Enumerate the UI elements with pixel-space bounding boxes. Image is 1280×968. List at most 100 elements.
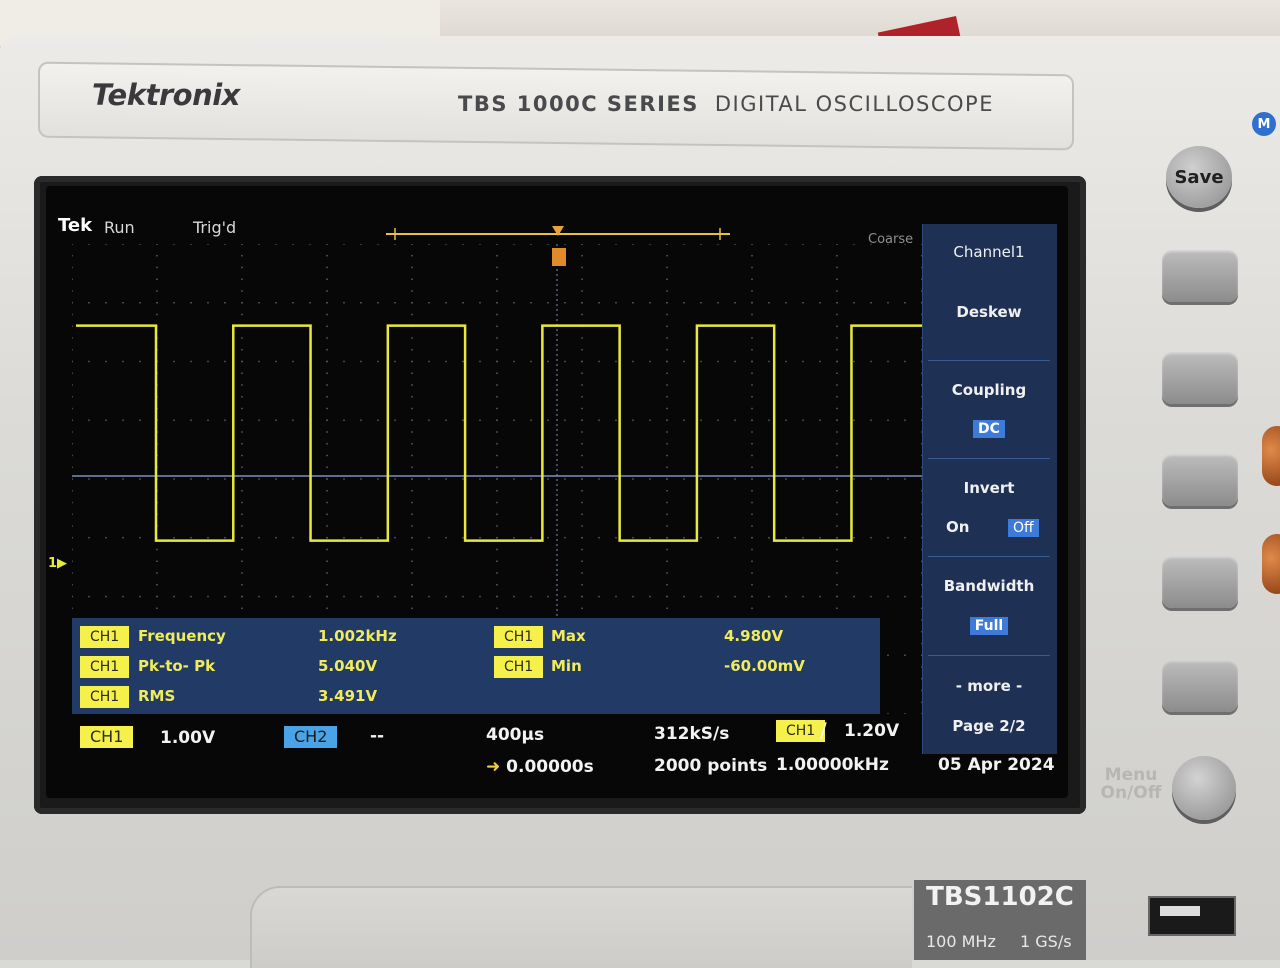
grid-dot (921, 244, 922, 245)
grid-dot (207, 419, 209, 422)
grid-dot (224, 244, 226, 245)
grid-dot (326, 454, 328, 457)
grid-dot (581, 431, 583, 433)
grid-dot (496, 278, 498, 281)
grid-dot (819, 360, 821, 363)
grid-dot (292, 360, 294, 363)
grid-dot (428, 244, 430, 245)
trigger-status: Trig'd (193, 218, 237, 237)
grid-dot (72, 548, 73, 551)
grid-dot (156, 254, 158, 257)
grid-dot (802, 595, 804, 598)
grid-dot (72, 525, 73, 527)
grid-dot (292, 419, 294, 422)
grid-dot (819, 595, 821, 598)
menu-item-coupling[interactable]: Coupling (951, 381, 1027, 399)
grid-dot (72, 244, 73, 245)
grid-dot (428, 536, 430, 539)
ch1-scale-tag[interactable]: CH1 (80, 726, 134, 748)
grid-dot (377, 478, 379, 480)
grid-dot (326, 360, 328, 363)
grid-dot (853, 478, 855, 480)
side-button-2[interactable] (1162, 352, 1238, 404)
grid-dot (292, 301, 294, 304)
grid-dot (836, 244, 838, 245)
grid-dot (683, 419, 685, 422)
invert-off-option[interactable]: Off (1008, 517, 1039, 537)
ch2-scale-tag[interactable]: CH2 (284, 726, 338, 748)
menu-item-invert[interactable]: Invert (963, 479, 1015, 497)
bandwidth-value[interactable]: Full (922, 616, 1056, 635)
grid-dot (921, 301, 922, 304)
menu-on-off-button[interactable] (1172, 756, 1236, 820)
menu-divider (928, 360, 1050, 361)
side-button-1[interactable] (1162, 250, 1238, 302)
orange-knob[interactable] (1262, 426, 1280, 486)
grid-dot (105, 244, 107, 245)
grid-dot (921, 654, 922, 657)
grid-dot (751, 266, 753, 269)
grid-dot (649, 301, 651, 304)
save-button[interactable]: Save (1166, 146, 1232, 208)
orange-knob[interactable] (1262, 534, 1280, 594)
menu-item-bandwidth[interactable]: Bandwidth (943, 577, 1035, 595)
usb-port[interactable] (1148, 896, 1236, 936)
grid-dot (72, 419, 73, 422)
grid-dot (666, 325, 668, 328)
grid-dot (666, 244, 668, 245)
grid-dot (411, 384, 413, 386)
grid-dot (241, 384, 243, 386)
grid-dot (717, 244, 719, 245)
menu-item-more[interactable]: - more - (955, 677, 1023, 695)
grid-dot (292, 244, 294, 245)
grid-dot (360, 595, 362, 598)
grid-dot (462, 595, 464, 598)
grid-dot (921, 278, 922, 281)
trigger-source-tag: CH1 (776, 720, 826, 742)
grid-dot (326, 513, 328, 516)
grid-dot (360, 419, 362, 422)
grid-dot (564, 478, 566, 480)
grid-dot (666, 478, 668, 480)
grid-dot (717, 595, 719, 598)
grid-dot (122, 478, 124, 480)
invert-on-option[interactable]: On (946, 518, 970, 536)
side-button-5[interactable] (1162, 660, 1238, 712)
grid-dot (156, 266, 158, 269)
grid-dot (734, 301, 736, 304)
grid-dot (666, 442, 668, 445)
grid-dot (445, 360, 447, 363)
meas-name-rms: RMS (138, 687, 176, 705)
grid-dot (632, 360, 634, 363)
grid-dot (326, 301, 328, 304)
grid-dot (258, 301, 260, 304)
grid-dot (887, 536, 889, 539)
side-button-3[interactable] (1162, 454, 1238, 506)
grid-dot (326, 489, 328, 492)
side-button-4[interactable] (1162, 556, 1238, 608)
grid-dot (326, 607, 328, 610)
grid-dot (445, 536, 447, 539)
grid-dot (326, 548, 328, 551)
menu-item-deskew[interactable]: Deskew (956, 303, 1022, 321)
grid-dot (411, 478, 413, 480)
coupling-value[interactable]: DC (922, 419, 1056, 438)
grid-dot (836, 313, 838, 316)
grid-dot (411, 501, 413, 504)
grid-dot (462, 360, 464, 363)
grid-dot (751, 384, 753, 386)
grid-dot (292, 595, 294, 598)
grid-dot (496, 501, 498, 504)
grid-dot (666, 525, 668, 527)
grid-dot (649, 244, 651, 245)
grid-dot (751, 419, 753, 422)
grid-dot (904, 654, 906, 657)
grid-dot (139, 478, 141, 480)
grid-dot (921, 689, 922, 692)
grid-dot (462, 536, 464, 539)
grid-dot (156, 595, 158, 598)
grid-dot (275, 244, 277, 245)
grid-dot (326, 431, 328, 433)
grid-dot (411, 313, 413, 316)
grid-dot (564, 595, 566, 598)
